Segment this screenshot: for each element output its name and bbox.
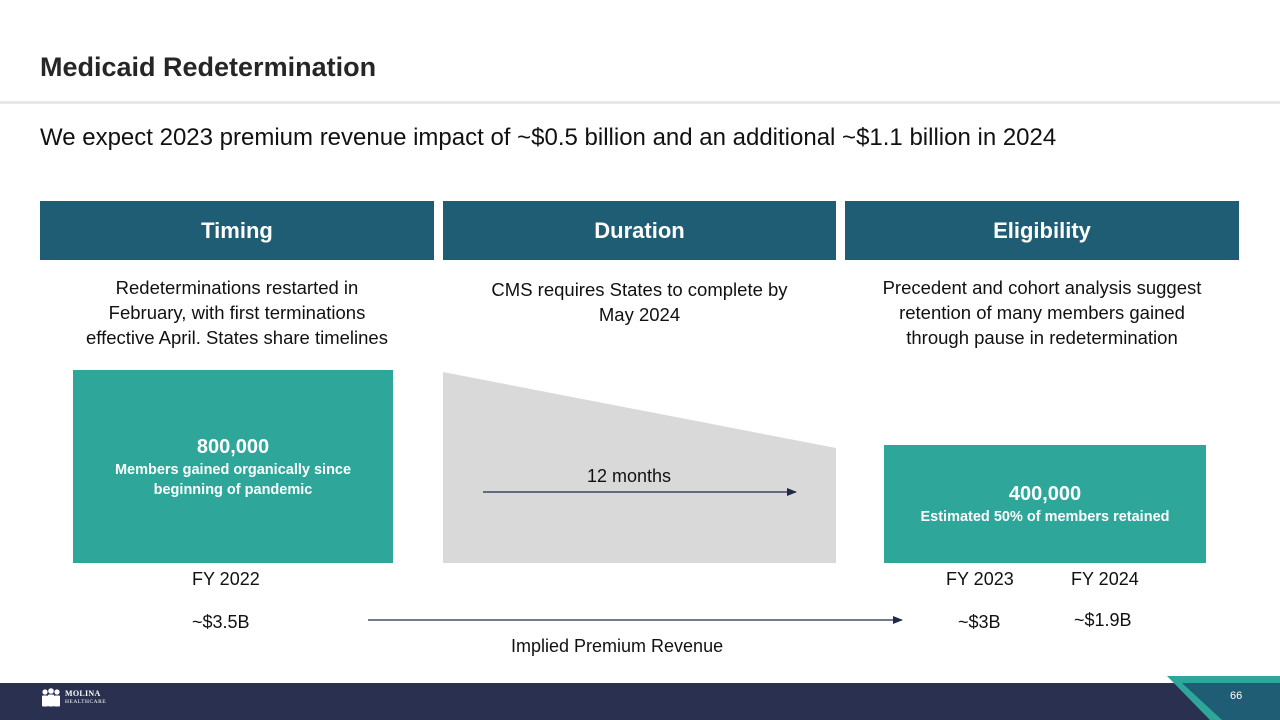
members-gained-box: 800,000 Members gained organically since…: [73, 370, 393, 563]
company-logo: MOLINA HEALTHCARE: [40, 688, 106, 708]
duration-line-2: May 2024: [598, 304, 681, 325]
footer-accent-dark: [1182, 683, 1280, 720]
eligibility-header: Eligibility: [845, 201, 1239, 260]
title-divider: [0, 101, 1280, 104]
members-gained-desc-2: beginning of pandemic: [153, 481, 313, 498]
molina-people-icon: [42, 688, 60, 707]
members-gained-desc-1: Members gained organically since: [114, 461, 352, 478]
eligibility-line-3: through pause in redetermination: [906, 327, 1178, 348]
implied-revenue-label: Implied Premium Revenue: [511, 636, 724, 656]
members-retained-box: 400,000 Estimated 50% of members retaine…: [884, 445, 1206, 563]
timing-line-3: effective April. States share timelines: [86, 327, 388, 348]
fy2023-label: FY 2023: [946, 569, 1014, 589]
duration-taper-shape: [443, 372, 836, 563]
page-title: Medicaid Redetermination: [40, 52, 377, 82]
eligibility-line-2: retention of many members gained: [899, 302, 1185, 323]
members-retained-desc: Estimated 50% of members retained: [920, 509, 1170, 525]
logo-text: MOLINA HEALTHCARE: [65, 690, 106, 706]
duration-header: Duration: [443, 201, 836, 260]
logo-name: MOLINA: [65, 689, 101, 698]
members-gained-value: 800,000: [196, 435, 270, 458]
timing-description: Redeterminations restarted in February, …: [40, 275, 434, 350]
fy2024-revenue: ~$1.9B: [1074, 610, 1132, 630]
timing-header: Timing: [40, 201, 434, 260]
fy2024-label: FY 2024: [1071, 569, 1139, 589]
eligibility-description: Precedent and cohort analysis suggest re…: [845, 275, 1239, 350]
timing-line-1: Redeterminations restarted in: [115, 277, 359, 298]
duration-label: 12 months: [587, 466, 672, 486]
page-subtitle: We expect 2023 premium revenue impact of…: [40, 124, 1057, 151]
fy2022-revenue: ~$3.5B: [192, 612, 250, 632]
fy2023-revenue: ~$3B: [958, 612, 1001, 632]
members-retained-value: 400,000: [1008, 483, 1082, 505]
logo-subname: HEALTHCARE: [65, 699, 107, 705]
timing-line-2: February, with first terminations: [108, 302, 366, 323]
fy2022-label: FY 2022: [192, 569, 260, 589]
duration-line-1: CMS requires States to complete by: [491, 279, 788, 300]
footer-bar: [0, 683, 1280, 720]
eligibility-line-1: Precedent and cohort analysis suggest: [882, 277, 1202, 298]
duration-description: CMS requires States to complete by May 2…: [443, 277, 836, 327]
page-number: 66: [1230, 690, 1243, 702]
